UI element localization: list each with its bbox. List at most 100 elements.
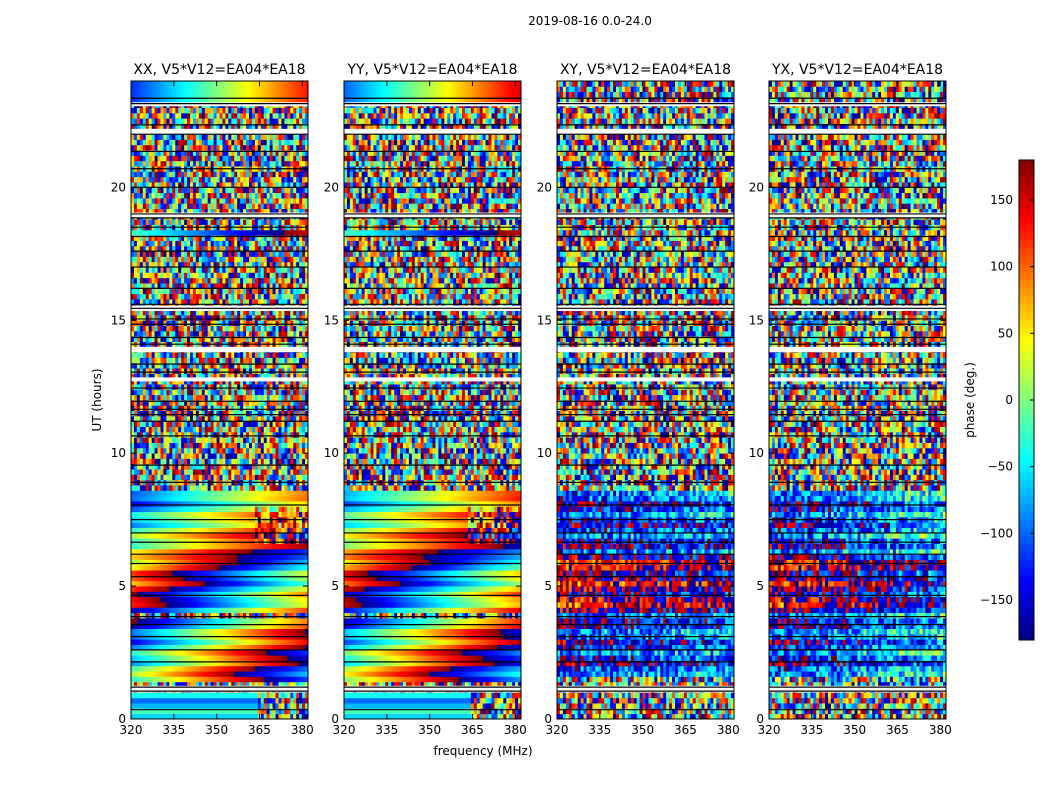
heatmap-cell: [299, 586, 303, 592]
heatmap-cell: [142, 490, 147, 497]
heatmap-cell: [216, 570, 220, 576]
heatmap-cell: [157, 681, 161, 688]
heatmap-cell: [284, 543, 288, 550]
heatmap-cell: [207, 495, 212, 502]
heatmap-cell: [139, 272, 144, 279]
heatmap-cell: [234, 511, 238, 518]
heatmap-cell: [172, 660, 176, 667]
heatmap-cell: [240, 330, 244, 337]
heatmap-cell: [263, 506, 268, 513]
heatmap-cell: [131, 554, 135, 560]
heatmap-cell: [290, 458, 294, 465]
heatmap-cell: [163, 490, 167, 497]
heatmap-cell: [151, 692, 155, 699]
heatmap-cell: [198, 362, 203, 369]
heatmap-cell: [240, 501, 244, 507]
heatmap-cell: [284, 309, 288, 316]
heatmap-cell: [249, 703, 253, 709]
heatmap-cell: [163, 548, 167, 555]
heatmap-cell: [216, 458, 220, 465]
heatmap-cell: [213, 394, 217, 401]
heatmap-cell: [281, 665, 285, 672]
heatmap-cell: [278, 394, 282, 401]
heatmap-cell: [201, 591, 206, 598]
heatmap-cell: [243, 538, 247, 544]
heatmap-cell: [169, 532, 173, 539]
heatmap-cell: [263, 288, 268, 295]
heatmap-cell: [296, 373, 300, 380]
heatmap-cell: [136, 325, 141, 332]
heatmap-cell: [192, 511, 197, 518]
heatmap-cell: [246, 681, 250, 688]
heatmap-cell: [151, 272, 155, 279]
heatmap-cell: [198, 575, 203, 582]
heatmap-cell: [204, 314, 209, 321]
heatmap-cell: [154, 288, 158, 295]
heatmap-cell: [243, 474, 247, 481]
heatmap-cell: [187, 617, 191, 624]
heatmap-cell: [257, 490, 262, 497]
heatmap-cell: [284, 352, 288, 358]
heatmap-cell: [243, 378, 247, 385]
heatmap-cell: [207, 602, 212, 608]
heatmap-cell: [198, 415, 203, 422]
heatmap-cell: [257, 309, 262, 316]
heatmap-cell: [133, 495, 138, 502]
heatmap-cell: [293, 522, 297, 528]
heatmap-cell: [160, 697, 164, 704]
heatmap-cell: [302, 639, 306, 645]
heatmap-cell: [281, 389, 285, 396]
heatmap-cell: [281, 602, 285, 608]
heatmap-cell: [163, 713, 167, 720]
heatmap-cell: [157, 586, 161, 592]
heatmap-cell: [139, 352, 144, 358]
heatmap-cell: [287, 522, 291, 528]
heatmap-cell: [266, 628, 271, 635]
heatmap-cell: [139, 676, 144, 683]
heatmap-cell: [272, 415, 276, 422]
heatmap-cell: [278, 708, 282, 715]
heatmap-cell: [231, 495, 235, 502]
heatmap-cell: [275, 309, 279, 316]
heatmap-cell: [184, 415, 188, 422]
heatmap-cell: [136, 506, 141, 513]
heatmap-cell: [240, 660, 244, 667]
heatmap-cell: [225, 320, 229, 326]
heatmap-cell: [287, 293, 291, 300]
heatmap-cell: [178, 511, 182, 518]
heatmap-cell: [272, 623, 276, 630]
heatmap-cell: [166, 384, 170, 390]
heatmap-cell: [139, 591, 144, 598]
heatmap-cell: [240, 644, 244, 651]
heatmap-cell: [187, 394, 191, 401]
heatmap-cell: [169, 644, 173, 651]
heatmap-cell: [139, 373, 144, 380]
heatmap-cell: [154, 410, 158, 417]
heatmap-cell: [136, 655, 141, 661]
heatmap-cell: [275, 442, 279, 449]
heatmap-cell: [207, 697, 212, 704]
heatmap-cell: [184, 314, 188, 321]
heatmap-cell: [275, 511, 279, 518]
heatmap-cell: [302, 644, 306, 651]
heatmap-cell: [166, 655, 170, 661]
heatmap-cell: [290, 628, 294, 635]
heatmap-cell: [195, 623, 200, 630]
heatmap-cell: [213, 415, 217, 422]
heatmap-cell: [187, 607, 191, 614]
heatmap-cell: [187, 437, 191, 443]
heatmap-cell: [222, 378, 226, 385]
heatmap-cell: [142, 384, 147, 390]
heatmap-cell: [222, 490, 226, 497]
heatmap-cell: [142, 676, 147, 683]
heatmap-cell: [160, 378, 164, 385]
heatmap-cell: [260, 415, 265, 422]
heatmap-cell: [207, 649, 212, 656]
heatmap-cell: [213, 314, 217, 321]
heatmap-cell: [240, 665, 244, 672]
heatmap-cell: [157, 453, 161, 459]
heatmap-cell: [263, 697, 268, 704]
heatmap-cell: [257, 437, 262, 443]
heatmap-cell: [299, 692, 303, 699]
heatmap-cell: [243, 596, 247, 603]
